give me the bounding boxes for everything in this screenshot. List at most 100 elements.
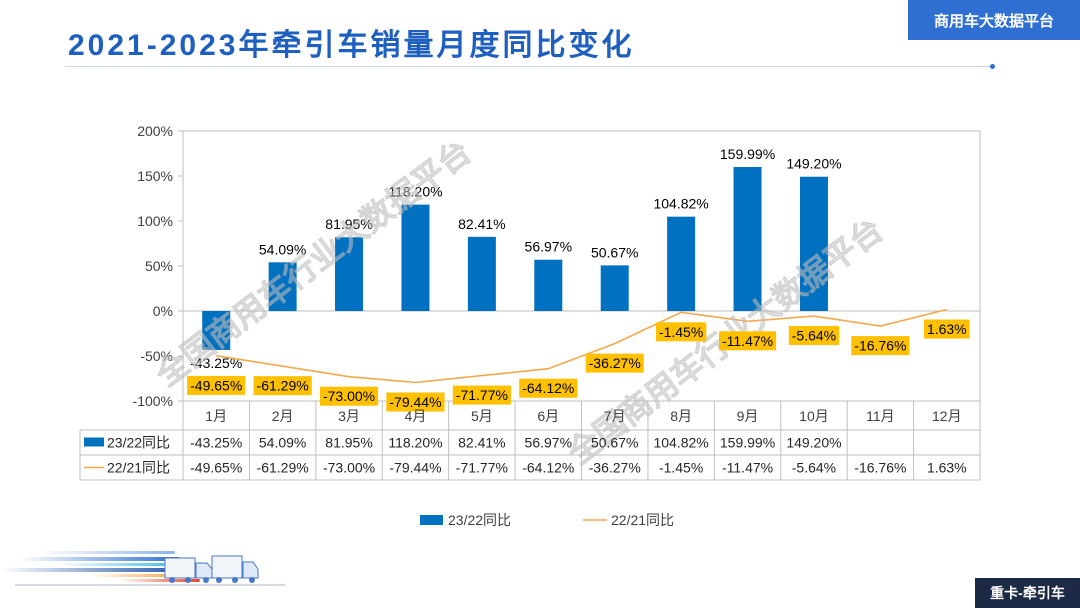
line-data-label-box: [851, 336, 910, 356]
table-cell: 159.99%: [720, 435, 775, 451]
table-cell: 50.67%: [591, 435, 638, 451]
y-tick-label: -100%: [133, 393, 173, 409]
line-data-label-box: [788, 326, 840, 346]
bar-2: [268, 262, 297, 311]
line-data-label-text: -49.65%: [190, 377, 242, 393]
table-cell: -61.29%: [257, 460, 309, 476]
bar-3: [335, 237, 364, 311]
title-underline: [65, 66, 993, 67]
x-category-label: 4月: [405, 408, 427, 424]
line-data-label: -61.29%: [253, 376, 312, 396]
x-category-label: 11月: [866, 408, 895, 424]
table-cell: -11.47%: [722, 460, 773, 476]
line-data-label: -11.47%: [718, 331, 777, 351]
y-tick-label: 150%: [137, 168, 173, 184]
line-data-label: -16.76%: [851, 336, 910, 356]
truck-icon: [211, 555, 259, 583]
table-cell: 149.20%: [786, 435, 841, 451]
x-category-label: 6月: [537, 408, 559, 424]
line-data-label-box: [386, 392, 445, 412]
line-data-label-box: [519, 378, 578, 398]
bar-data-label: 82.41%: [458, 216, 505, 232]
table-cell: 1.63%: [927, 460, 967, 476]
title-underline-dot: [990, 64, 995, 69]
bar-9: [733, 167, 762, 311]
line-data-label: -71.77%: [452, 385, 511, 405]
bar-6: [534, 259, 563, 311]
line-data-label: -36.27%: [585, 353, 644, 373]
bar-4: [401, 204, 430, 311]
x-category-label: 1月: [205, 408, 227, 424]
line-data-label-box: [718, 331, 777, 351]
legend-label: 23/22同比: [448, 512, 511, 528]
table-cell: -49.65%: [190, 460, 242, 476]
platform-badge: 商用车大数据平台: [908, 0, 1080, 40]
table-cell: -16.76%: [854, 460, 906, 476]
table-cell: 104.82%: [653, 435, 708, 451]
line-data-label-box: [585, 353, 644, 373]
bar-5: [467, 236, 496, 311]
line-data-label-text: -36.27%: [589, 355, 641, 371]
line-data-label-box: [253, 376, 312, 396]
line-data-label: -73.00%: [319, 386, 379, 406]
x-category-label: 8月: [670, 408, 692, 424]
line-data-label-text: -16.76%: [854, 338, 906, 354]
section-badge-label: 重卡-牵引车: [990, 585, 1065, 601]
y-tick-label: 0%: [153, 303, 173, 319]
line-data-label-box: [655, 322, 707, 342]
bar-data-label: 50.67%: [591, 244, 638, 260]
table-cell: -73.00%: [323, 460, 375, 476]
line-data-label-box: [452, 385, 511, 405]
line-data-label: -1.45%: [655, 322, 707, 342]
table-cell: -71.77%: [456, 460, 508, 476]
table-cell: 54.09%: [259, 435, 306, 451]
bar-data-label: 118.20%: [388, 184, 442, 200]
bar-8: [667, 216, 696, 311]
bar-data-label: 104.82%: [653, 196, 708, 212]
x-category-label: 3月: [338, 408, 360, 424]
platform-badge-label: 商用车大数据平台: [933, 12, 1054, 30]
line-data-label-box: [319, 386, 379, 406]
table-cell: 118.20%: [388, 435, 442, 451]
table-cell: -5.64%: [792, 460, 836, 476]
bar-10: [799, 176, 828, 311]
line-data-label: -49.65%: [187, 375, 246, 395]
line-data-label: 1.63%: [923, 319, 970, 339]
x-category-label: 10月: [799, 408, 829, 424]
bar-data-label: 54.09%: [259, 241, 306, 257]
y-tick-label: -50%: [140, 348, 173, 364]
legend-label: 22/21同比: [611, 512, 674, 528]
line-data-label-text: -71.77%: [456, 387, 508, 403]
line-data-label-box: [187, 375, 246, 395]
line-data-label-text: -1.45%: [659, 324, 703, 340]
line-data-label: -5.64%: [788, 326, 840, 346]
line-data-label-text: 1.63%: [927, 321, 967, 337]
line-data-label: -79.44%: [386, 392, 445, 412]
table-series-name: 23/22同比: [107, 435, 170, 451]
table-cell: -1.45%: [659, 460, 703, 476]
table-cell: 81.95%: [325, 435, 372, 451]
bar-data-label: 81.95%: [325, 216, 372, 232]
table-cell: 82.41%: [458, 435, 505, 451]
plot-area: [182, 130, 981, 402]
table-bar-marker: [84, 437, 104, 447]
bar-data-label: 56.97%: [525, 239, 572, 255]
y-tick-label: 200%: [137, 123, 173, 139]
line-data-label-text: -79.44%: [389, 394, 441, 410]
x-category-label: 12月: [932, 408, 962, 424]
x-category-label: 2月: [272, 408, 294, 424]
table-cell: -64.12%: [522, 460, 574, 476]
line-data-label-text: -5.64%: [792, 328, 836, 344]
section-badge: 重卡-牵引车: [975, 578, 1080, 608]
table-cell: 56.97%: [525, 435, 572, 451]
line-data-label-text: -11.47%: [722, 333, 773, 349]
line-data-label: -64.12%: [519, 378, 578, 398]
table-series-name: 22/21同比: [107, 460, 170, 476]
bar-data-label: 159.99%: [720, 146, 775, 162]
line-data-label-box: [923, 319, 970, 339]
truck-decoration: [0, 551, 285, 586]
line-data-label-text: -61.29%: [257, 378, 309, 394]
bar-7: [600, 265, 629, 311]
